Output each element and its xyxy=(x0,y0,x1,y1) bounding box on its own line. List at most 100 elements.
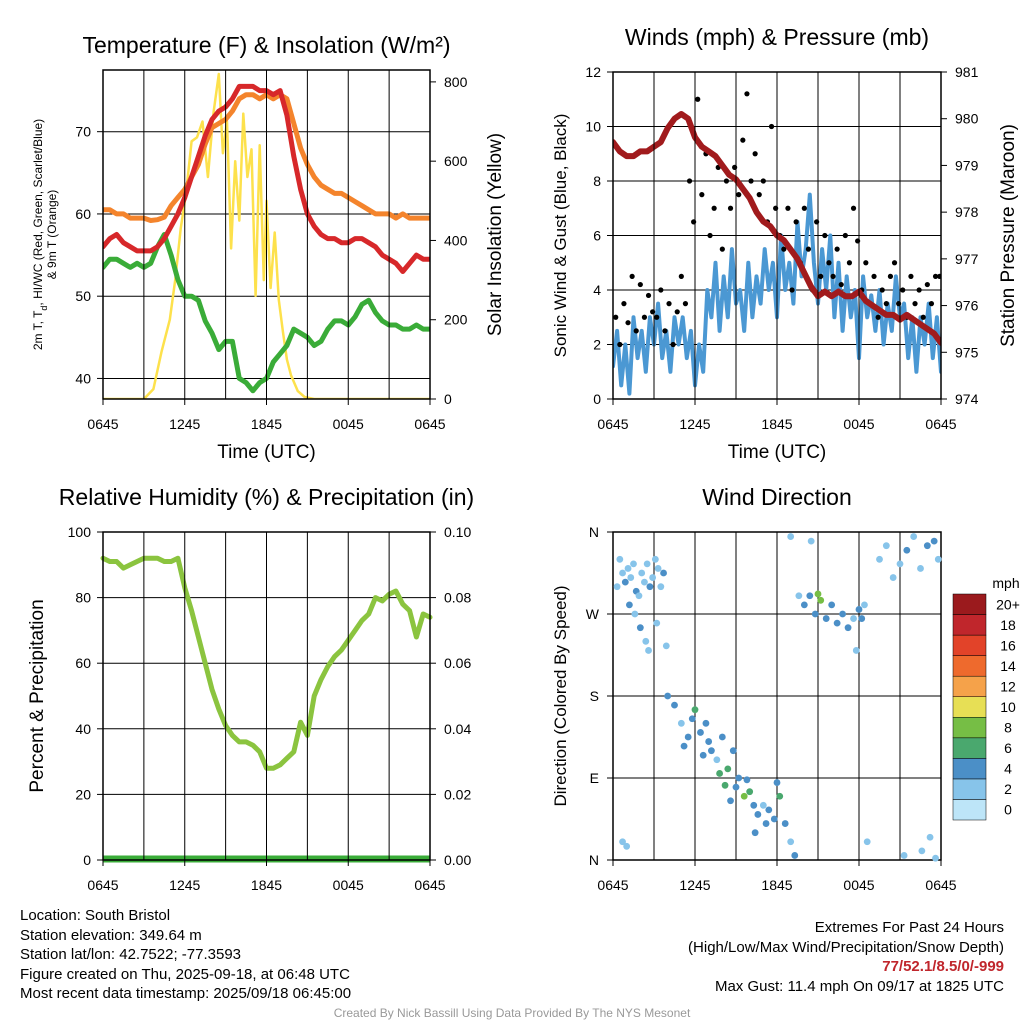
gust-point xyxy=(744,91,750,97)
colorbar-cell xyxy=(952,634,987,656)
direction-point xyxy=(705,738,713,745)
gust-point xyxy=(908,273,914,279)
y2-tick-label: 980 xyxy=(955,111,979,127)
axes-frame xyxy=(102,69,431,400)
figure-created: Figure created on Thu, 2025-09-18, at 06… xyxy=(20,965,350,983)
y-tick-label: 20 xyxy=(75,786,91,802)
direction-point xyxy=(626,601,633,609)
chart-title: Wind Direction xyxy=(702,484,852,510)
direction-point xyxy=(822,615,830,622)
y2-tick-label: 0.02 xyxy=(444,786,471,802)
x-tick-label: 1845 xyxy=(251,877,282,893)
station-elevation: Station elevation: 349.64 m xyxy=(20,926,202,944)
direction-point xyxy=(900,852,908,859)
direction-panel: N E S W N 0645 1245 1845 0045 0645 Wind Direction D… xyxy=(551,484,1020,893)
y-tick-label: 8 xyxy=(593,173,601,189)
direction-point xyxy=(750,801,758,809)
x-tick-label: 1245 xyxy=(169,416,200,432)
direction-point xyxy=(800,601,808,609)
extremes-values: 77/52.1/8.5/0/-999 xyxy=(882,958,1004,975)
x-tick-label: 0645 xyxy=(925,877,956,893)
direction-point xyxy=(716,770,723,777)
direction-point xyxy=(844,624,852,632)
direction-point xyxy=(807,537,815,545)
direction-point xyxy=(641,578,648,586)
gust-point xyxy=(912,301,918,307)
direction-point xyxy=(817,596,825,604)
direction-point xyxy=(934,555,942,563)
direction-point xyxy=(642,637,650,645)
y-tick-label: 80 xyxy=(75,590,91,606)
x-tick-label: 1845 xyxy=(761,416,792,432)
gust-point xyxy=(756,192,762,198)
gust-point xyxy=(932,273,939,279)
y2-tick-label: 0.08 xyxy=(444,590,471,606)
x-tick-label: 1245 xyxy=(679,877,710,893)
y-tick-label: S xyxy=(590,688,599,704)
colorbar-label: 18 xyxy=(1000,617,1016,633)
y2-tick-label: 200 xyxy=(444,312,468,328)
direction-point xyxy=(930,537,938,545)
direction-point xyxy=(882,542,890,550)
y-tick-label: 0 xyxy=(83,852,91,868)
x-tick-label: 0645 xyxy=(597,877,628,893)
colorbar-cell xyxy=(952,655,987,677)
colorbar-label: 0 xyxy=(1004,802,1012,818)
axes-frame xyxy=(102,531,431,861)
temperature-panel: 40 50 60 70 0 200 400 600 800 0645 1245 1845 0045 064… xyxy=(31,32,506,463)
colorbar-label: 20+ xyxy=(996,596,1020,612)
gust-point xyxy=(654,314,660,320)
gust-point xyxy=(863,260,869,266)
chart-title: Relative Humidity (%) & Precipitation (i… xyxy=(59,484,474,510)
wind-panel: 0 2 4 6 8 10 12 974 975 976 977 978 979 980 981 0645 124… xyxy=(551,24,1019,463)
station-info: Location: South Bristol Station elevatio… xyxy=(20,906,351,1004)
gust-point xyxy=(670,341,676,348)
direction-point xyxy=(623,842,631,850)
gust-point xyxy=(850,205,857,211)
gust-point xyxy=(785,205,791,211)
gust-point xyxy=(637,281,643,288)
gust-point xyxy=(924,281,930,288)
gust-point xyxy=(658,287,664,293)
direction-point xyxy=(759,801,767,809)
direction-point xyxy=(713,756,721,764)
x-tick-label: 1845 xyxy=(251,416,282,432)
direction-point xyxy=(619,569,626,577)
x-tick-label: 0645 xyxy=(87,877,118,893)
gust-point xyxy=(633,328,639,334)
gust-point xyxy=(707,232,713,239)
y-tick-label: 0 xyxy=(593,391,601,407)
gust-point xyxy=(834,246,840,252)
chart-title: Winds (mph) & Pressure (mb) xyxy=(625,24,929,50)
direction-point xyxy=(649,574,657,581)
direction-point xyxy=(660,569,667,577)
direction-point xyxy=(923,542,931,550)
direction-point xyxy=(814,590,822,598)
y-axis-label-line: 2m T, Td, HI/WC (Red, Green, Scarlet/Blu… xyxy=(31,119,49,350)
y-axis-label-left-text: Percent & Precipitation xyxy=(27,599,48,792)
y2-tick-label: 979 xyxy=(955,157,979,173)
gust-point xyxy=(748,178,754,184)
gust-point xyxy=(928,301,935,307)
x-tick-label: 1245 xyxy=(679,416,710,432)
direction-point xyxy=(624,565,632,572)
gust-point xyxy=(645,292,652,299)
y2-tick-label: 974 xyxy=(955,391,979,407)
gust-point xyxy=(789,287,795,293)
colorbar-cell xyxy=(952,737,987,759)
gust-point xyxy=(818,273,824,279)
y2-tick-label: 400 xyxy=(444,232,468,248)
y2-tick-label: 0.04 xyxy=(444,721,471,737)
gust-point xyxy=(900,287,906,293)
colorbar-label: 8 xyxy=(1004,720,1012,736)
direction-point xyxy=(735,774,743,782)
gust-point xyxy=(723,178,730,184)
gust-point xyxy=(613,314,619,320)
gust-point xyxy=(711,205,717,211)
y2-tick-label: 600 xyxy=(444,153,468,169)
y-axis-label-left-text: Direction (Colored By Speed) xyxy=(551,585,570,806)
direction-point xyxy=(773,779,781,786)
direction-point xyxy=(876,555,883,563)
y-tick-label: 6 xyxy=(593,228,601,244)
direction-point xyxy=(917,565,924,572)
